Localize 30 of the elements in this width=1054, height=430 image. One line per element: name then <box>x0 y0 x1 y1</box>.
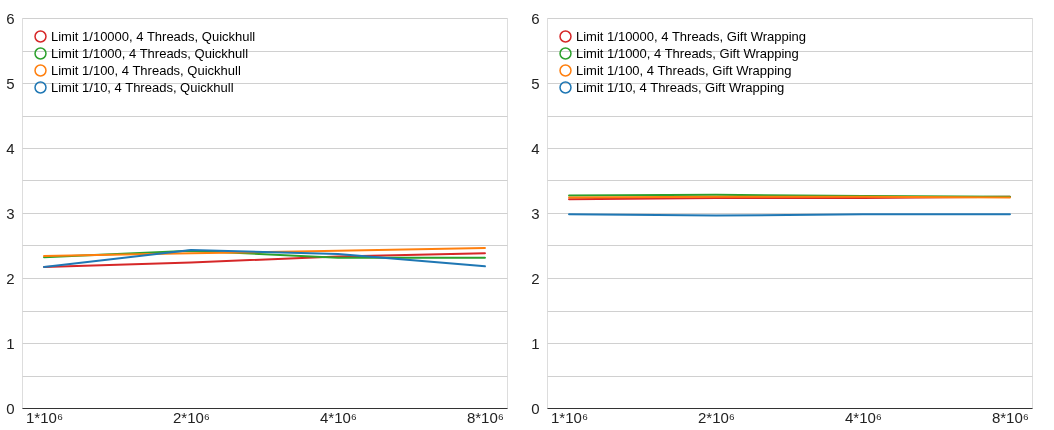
y-tick-label: 1 <box>6 334 15 352</box>
legend-label: Limit 1/100, 4 Threads, Gift Wrapping <box>576 62 792 78</box>
y-tick-label: 2 <box>6 269 15 287</box>
legend-label: Limit 1/100, 4 Threads, Quickhull <box>51 62 241 78</box>
x-tick-label: 4*10⁶ <box>319 408 358 426</box>
y-tick-label: 4 <box>531 139 540 157</box>
x-tick-label: 8*10⁶ <box>466 408 504 426</box>
y-tick-label: 2 <box>531 269 540 287</box>
x-tick-label: 8*10⁶ <box>991 408 1029 426</box>
legend-label: Limit 1/1000, 4 Threads, Quickhull <box>51 45 249 61</box>
y-tick-label: 5 <box>6 74 15 92</box>
x-tick-label: 4*10⁶ <box>844 408 883 426</box>
legend-label: Limit 1/10000, 4 Threads, Gift Wrapping <box>576 28 807 44</box>
y-tick-label: 3 <box>531 204 540 222</box>
y-tick-label: 6 <box>6 9 15 27</box>
legend-label: Limit 1/10, 4 Threads, Gift Wrapping <box>576 79 785 95</box>
y-tick-label: 6 <box>531 9 540 27</box>
x-tick-label: 1*10⁶ <box>551 408 589 426</box>
x-tick-label: 2*10⁶ <box>172 408 211 426</box>
legend-label: Limit 1/1000, 4 Threads, Gift Wrapping <box>576 45 799 61</box>
y-tick-label: 0 <box>6 399 15 417</box>
y-tick-label: 1 <box>531 334 540 352</box>
y-tick-label: 5 <box>531 74 540 92</box>
y-tick-label: 3 <box>6 204 15 222</box>
x-tick-label: 1*10⁶ <box>26 408 64 426</box>
legend-label: Limit 1/10, 4 Threads, Quickhull <box>51 79 234 95</box>
y-tick-label: 4 <box>6 139 15 157</box>
y-tick-label: 0 <box>531 399 540 417</box>
legend-label: Limit 1/10000, 4 Threads, Quickhull <box>51 28 256 44</box>
x-tick-label: 2*10⁶ <box>697 408 736 426</box>
